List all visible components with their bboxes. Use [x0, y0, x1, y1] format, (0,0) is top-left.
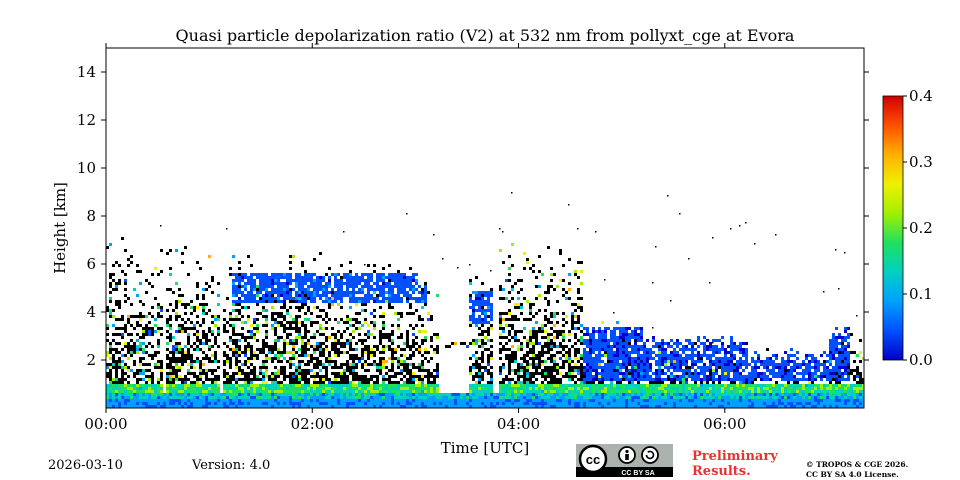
y-axis-label: Height [km] — [51, 182, 69, 274]
x-axis-label: Time [UTC] — [441, 439, 530, 457]
cc-badge-text: CC BY SA — [621, 470, 654, 477]
x-axis: 00:00 02:00 04:00 06:00 — [84, 43, 746, 433]
x-tick-label: 02:00 — [291, 415, 334, 433]
colorbar-tick-label: 0.4 — [909, 87, 933, 105]
copyright-line2: CC BY SA 4.0 License. — [806, 470, 899, 479]
y-tick-label: 8 — [86, 207, 96, 225]
colorbar-scale — [882, 95, 904, 361]
plot-area — [105, 47, 865, 409]
y-tick-label: 10 — [77, 159, 96, 177]
y-axis: 2 4 6 8 10 12 14 — [77, 63, 869, 369]
chart-title: Quasi particle depolarization ratio (V2)… — [176, 26, 795, 45]
plot-frame — [105, 47, 865, 409]
x-tick-label: 04:00 — [497, 415, 540, 433]
x-tick-label: 06:00 — [703, 415, 746, 433]
preliminary-notice: Preliminary Results. — [692, 449, 778, 479]
colorbar-tick-label: 0.2 — [909, 219, 933, 237]
y-tick-label: 4 — [86, 303, 96, 321]
y-tick-label: 2 — [86, 351, 96, 369]
copyright-line1: © TROPOS & CGE 2026. — [806, 460, 909, 469]
colorbar-tick-label: 0.3 — [909, 153, 933, 171]
colorbar-tick-label: 0.1 — [909, 285, 933, 303]
colorbar-tick-label: 0.0 — [909, 351, 933, 369]
y-tick-label: 6 — [86, 255, 96, 273]
footer-version: Version: 4.0 — [192, 458, 271, 473]
colorbar: 0.0 0.1 0.2 0.3 0.4 — [882, 87, 933, 369]
preliminary-line1: Preliminary — [692, 449, 778, 464]
y-tick-label: 12 — [77, 111, 96, 129]
y-tick-label: 14 — [77, 63, 96, 81]
copyright-notice: © TROPOS & CGE 2026. CC BY SA 4.0 Licens… — [806, 460, 908, 480]
preliminary-line2: Results. — [692, 464, 751, 479]
footer-date: 2026-03-10 — [48, 458, 123, 473]
cc-license-logo: cc CC BY SA — [576, 444, 673, 477]
x-tick-label: 00:00 — [84, 415, 127, 433]
data-layer — [106, 192, 864, 408]
